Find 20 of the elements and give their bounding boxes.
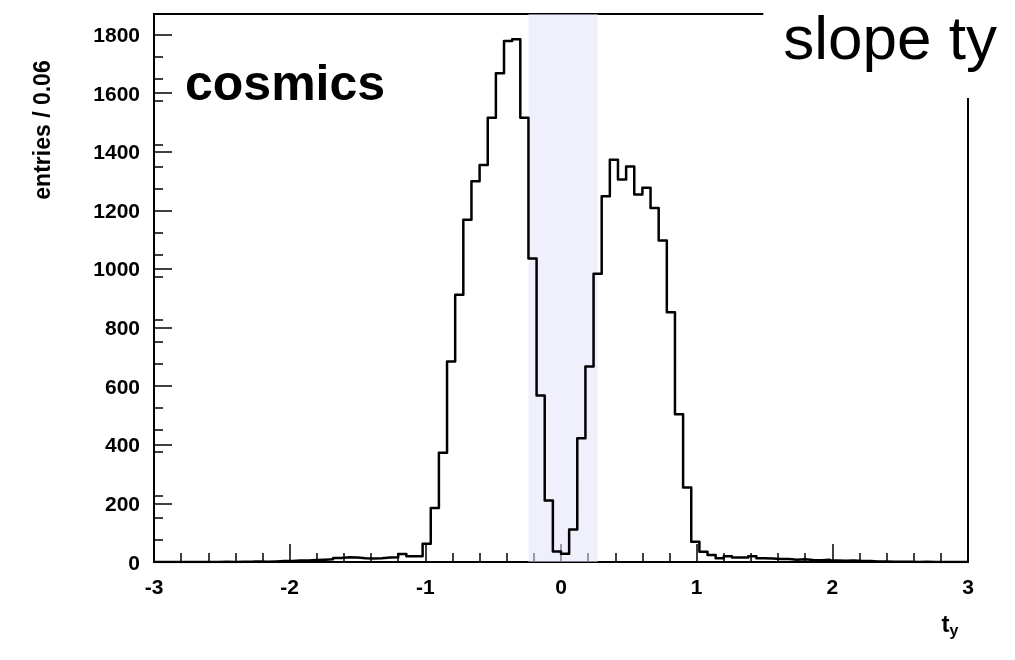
y-axis-title: entries / 0.06 — [29, 60, 55, 200]
y-tick-label: 600 — [104, 374, 140, 398]
x-tick-label: -1 — [415, 575, 435, 598]
y-tick-label: 1200 — [93, 198, 140, 222]
y-tick-label: 1400 — [93, 140, 140, 164]
annotation: cosmics — [185, 55, 386, 111]
y-tick-label: 200 — [104, 491, 140, 515]
y-tick-label: 1000 — [93, 257, 140, 281]
y-tick-label: 1600 — [93, 81, 140, 105]
y-tick-label: 0 — [128, 550, 140, 574]
y-tick-label: 400 — [104, 433, 140, 457]
y-tick-label: 800 — [104, 316, 140, 340]
y-tick-label: 1800 — [93, 23, 140, 47]
x-tick-label: 2 — [826, 575, 839, 598]
x-tick-label: -3 — [144, 575, 164, 598]
x-tick-label: 1 — [690, 575, 703, 598]
x-tick-label: 0 — [555, 575, 567, 598]
x-tick-label: -2 — [280, 575, 300, 598]
chart-title: slope ty — [783, 2, 997, 72]
x-tick-label: 3 — [962, 575, 974, 598]
